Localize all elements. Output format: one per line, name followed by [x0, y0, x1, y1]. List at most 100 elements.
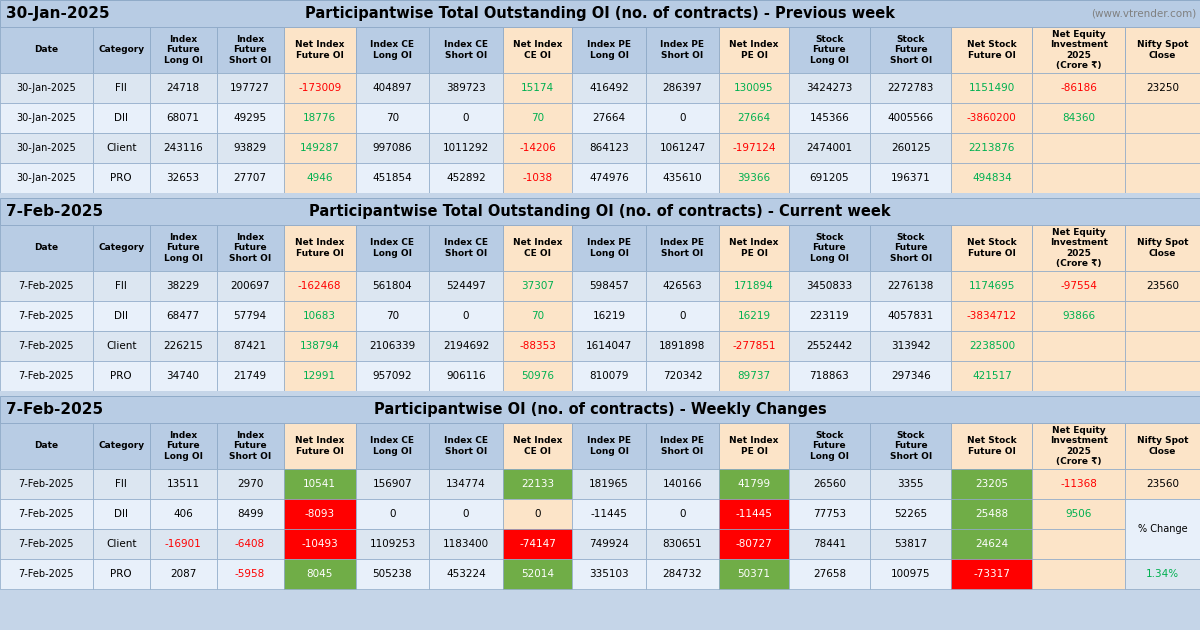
Bar	[355, 529, 430, 559]
Bar	[92, 73, 150, 103]
Text: -5958: -5958	[235, 569, 265, 579]
Bar	[1126, 361, 1200, 391]
Text: 9506: 9506	[1066, 509, 1092, 519]
Text: 25488: 25488	[976, 509, 1008, 519]
Text: 226215: 226215	[163, 341, 203, 351]
Text: -10493: -10493	[301, 539, 338, 549]
Bar	[646, 27, 719, 73]
Bar	[0, 198, 1200, 225]
Text: Net Stock
Future OI: Net Stock Future OI	[967, 238, 1016, 258]
Bar	[788, 469, 870, 499]
Bar	[1126, 331, 1200, 361]
Bar	[1032, 361, 1126, 391]
Bar	[1032, 133, 1126, 163]
Text: Index PE
Short OI: Index PE Short OI	[660, 40, 704, 60]
Text: 8045: 8045	[306, 569, 332, 579]
Bar	[150, 469, 216, 499]
Text: -88353: -88353	[520, 341, 556, 351]
Bar	[355, 559, 430, 589]
Text: 451854: 451854	[373, 173, 413, 183]
Bar	[92, 271, 150, 301]
Bar	[1126, 301, 1200, 331]
Text: Stock
Future
Short OI: Stock Future Short OI	[889, 233, 931, 263]
Bar	[572, 225, 646, 271]
Bar	[788, 423, 870, 469]
Bar	[788, 271, 870, 301]
Text: 7-Feb-2025: 7-Feb-2025	[19, 281, 74, 291]
Text: 68071: 68071	[167, 113, 199, 123]
Text: 2194692: 2194692	[443, 341, 490, 351]
Bar	[646, 133, 719, 163]
Bar	[92, 103, 150, 133]
Bar	[870, 559, 952, 589]
Bar	[719, 301, 788, 331]
Text: 406: 406	[173, 509, 193, 519]
Bar	[1032, 331, 1126, 361]
Text: Net Index
PE OI: Net Index PE OI	[730, 238, 779, 258]
Text: Net Index
PE OI: Net Index PE OI	[730, 437, 779, 455]
Text: 598457: 598457	[589, 281, 629, 291]
Bar	[572, 163, 646, 193]
Bar	[283, 103, 355, 133]
Bar	[430, 133, 503, 163]
Text: 78441: 78441	[812, 539, 846, 549]
Text: 156907: 156907	[373, 479, 413, 489]
Text: 8499: 8499	[236, 509, 263, 519]
Bar	[0, 529, 92, 559]
Bar	[216, 163, 283, 193]
Bar	[355, 163, 430, 193]
Text: 7-Feb-2025: 7-Feb-2025	[6, 204, 103, 219]
Bar	[788, 559, 870, 589]
Text: 2238500: 2238500	[968, 341, 1015, 351]
Text: 0: 0	[463, 509, 469, 519]
Text: % Change: % Change	[1138, 524, 1188, 534]
Bar	[92, 331, 150, 361]
Text: 524497: 524497	[446, 281, 486, 291]
Text: 1174695: 1174695	[968, 281, 1015, 291]
Bar	[216, 133, 283, 163]
Bar	[870, 361, 952, 391]
Bar	[216, 103, 283, 133]
Text: Index CE
Short OI: Index CE Short OI	[444, 40, 488, 60]
Bar	[0, 225, 92, 271]
Text: -74147: -74147	[520, 539, 556, 549]
Text: Category: Category	[98, 442, 144, 450]
Bar	[572, 529, 646, 559]
Text: Net Index
CE OI: Net Index CE OI	[512, 437, 562, 455]
Bar	[216, 73, 283, 103]
Bar	[646, 301, 719, 331]
Text: 27664: 27664	[593, 113, 625, 123]
Text: 810079: 810079	[589, 371, 629, 381]
Bar	[1126, 163, 1200, 193]
Text: 200697: 200697	[230, 281, 270, 291]
Text: 30-Jan-2025: 30-Jan-2025	[17, 83, 77, 93]
Bar	[503, 73, 572, 103]
Text: Client: Client	[106, 341, 137, 351]
Text: 313942: 313942	[890, 341, 930, 351]
Bar	[572, 133, 646, 163]
Text: DII: DII	[114, 509, 128, 519]
Bar	[1032, 225, 1126, 271]
Text: Category: Category	[98, 45, 144, 55]
Bar	[0, 499, 92, 529]
Text: 53817: 53817	[894, 539, 928, 549]
Text: -162468: -162468	[298, 281, 342, 291]
Bar	[355, 423, 430, 469]
Text: Date: Date	[35, 442, 59, 450]
Bar	[646, 163, 719, 193]
Bar	[1032, 73, 1126, 103]
Text: Net Equity
Investment
2025
(Crore ₹): Net Equity Investment 2025 (Crore ₹)	[1050, 426, 1108, 466]
Text: 223119: 223119	[810, 311, 850, 321]
Bar	[0, 469, 92, 499]
Text: 30-Jan-2025: 30-Jan-2025	[17, 173, 77, 183]
Text: 87421: 87421	[234, 341, 266, 351]
Bar	[0, 0, 1200, 27]
Bar	[1126, 499, 1200, 559]
Text: 1183400: 1183400	[443, 539, 490, 549]
Text: 2272783: 2272783	[888, 83, 934, 93]
Bar	[503, 163, 572, 193]
Text: Index CE
Short OI: Index CE Short OI	[444, 437, 488, 455]
Text: 3355: 3355	[898, 479, 924, 489]
Bar	[430, 331, 503, 361]
Bar	[430, 73, 503, 103]
